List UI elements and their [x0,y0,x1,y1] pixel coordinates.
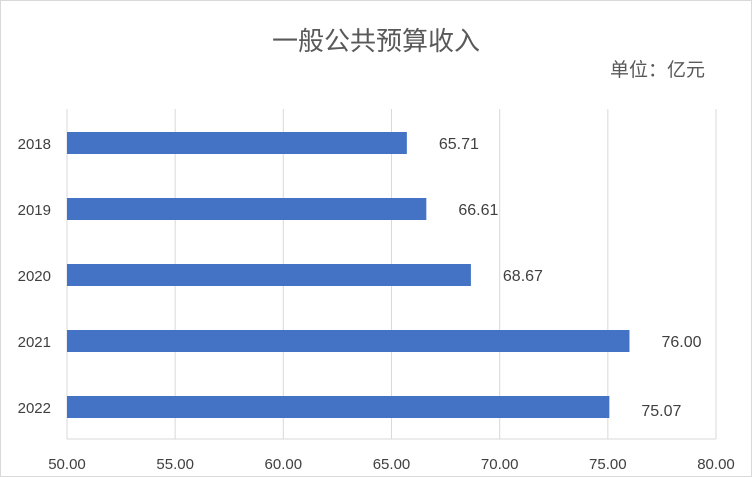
x-tick-label: 70.00 [481,456,519,473]
chart-title: 一般公共预算收入 [271,27,480,57]
category-label: 2022 [18,400,51,417]
x-tick-label: 55.00 [156,456,194,473]
x-tick-label: 80.00 [697,456,735,473]
data-label: 66.61 [458,202,498,219]
bar [67,132,407,154]
bar [67,198,427,220]
x-tick-label: 50.00 [48,456,86,473]
category-label: 2021 [18,334,51,351]
data-label: 65.71 [439,136,479,153]
data-label: 75.07 [641,403,681,420]
data-label: 68.67 [503,268,543,285]
x-tick-label: 65.00 [373,456,411,473]
x-tick-label: 75.00 [589,456,627,473]
bar [67,264,471,286]
category-label: 2018 [18,136,51,153]
unit-label: 单位：亿元 [609,59,705,81]
bar [67,396,610,418]
category-label: 2020 [18,268,51,285]
bar [67,330,630,352]
data-label: 76.00 [661,334,701,351]
category-label: 2019 [18,202,51,219]
x-tick-label: 60.00 [265,456,303,473]
